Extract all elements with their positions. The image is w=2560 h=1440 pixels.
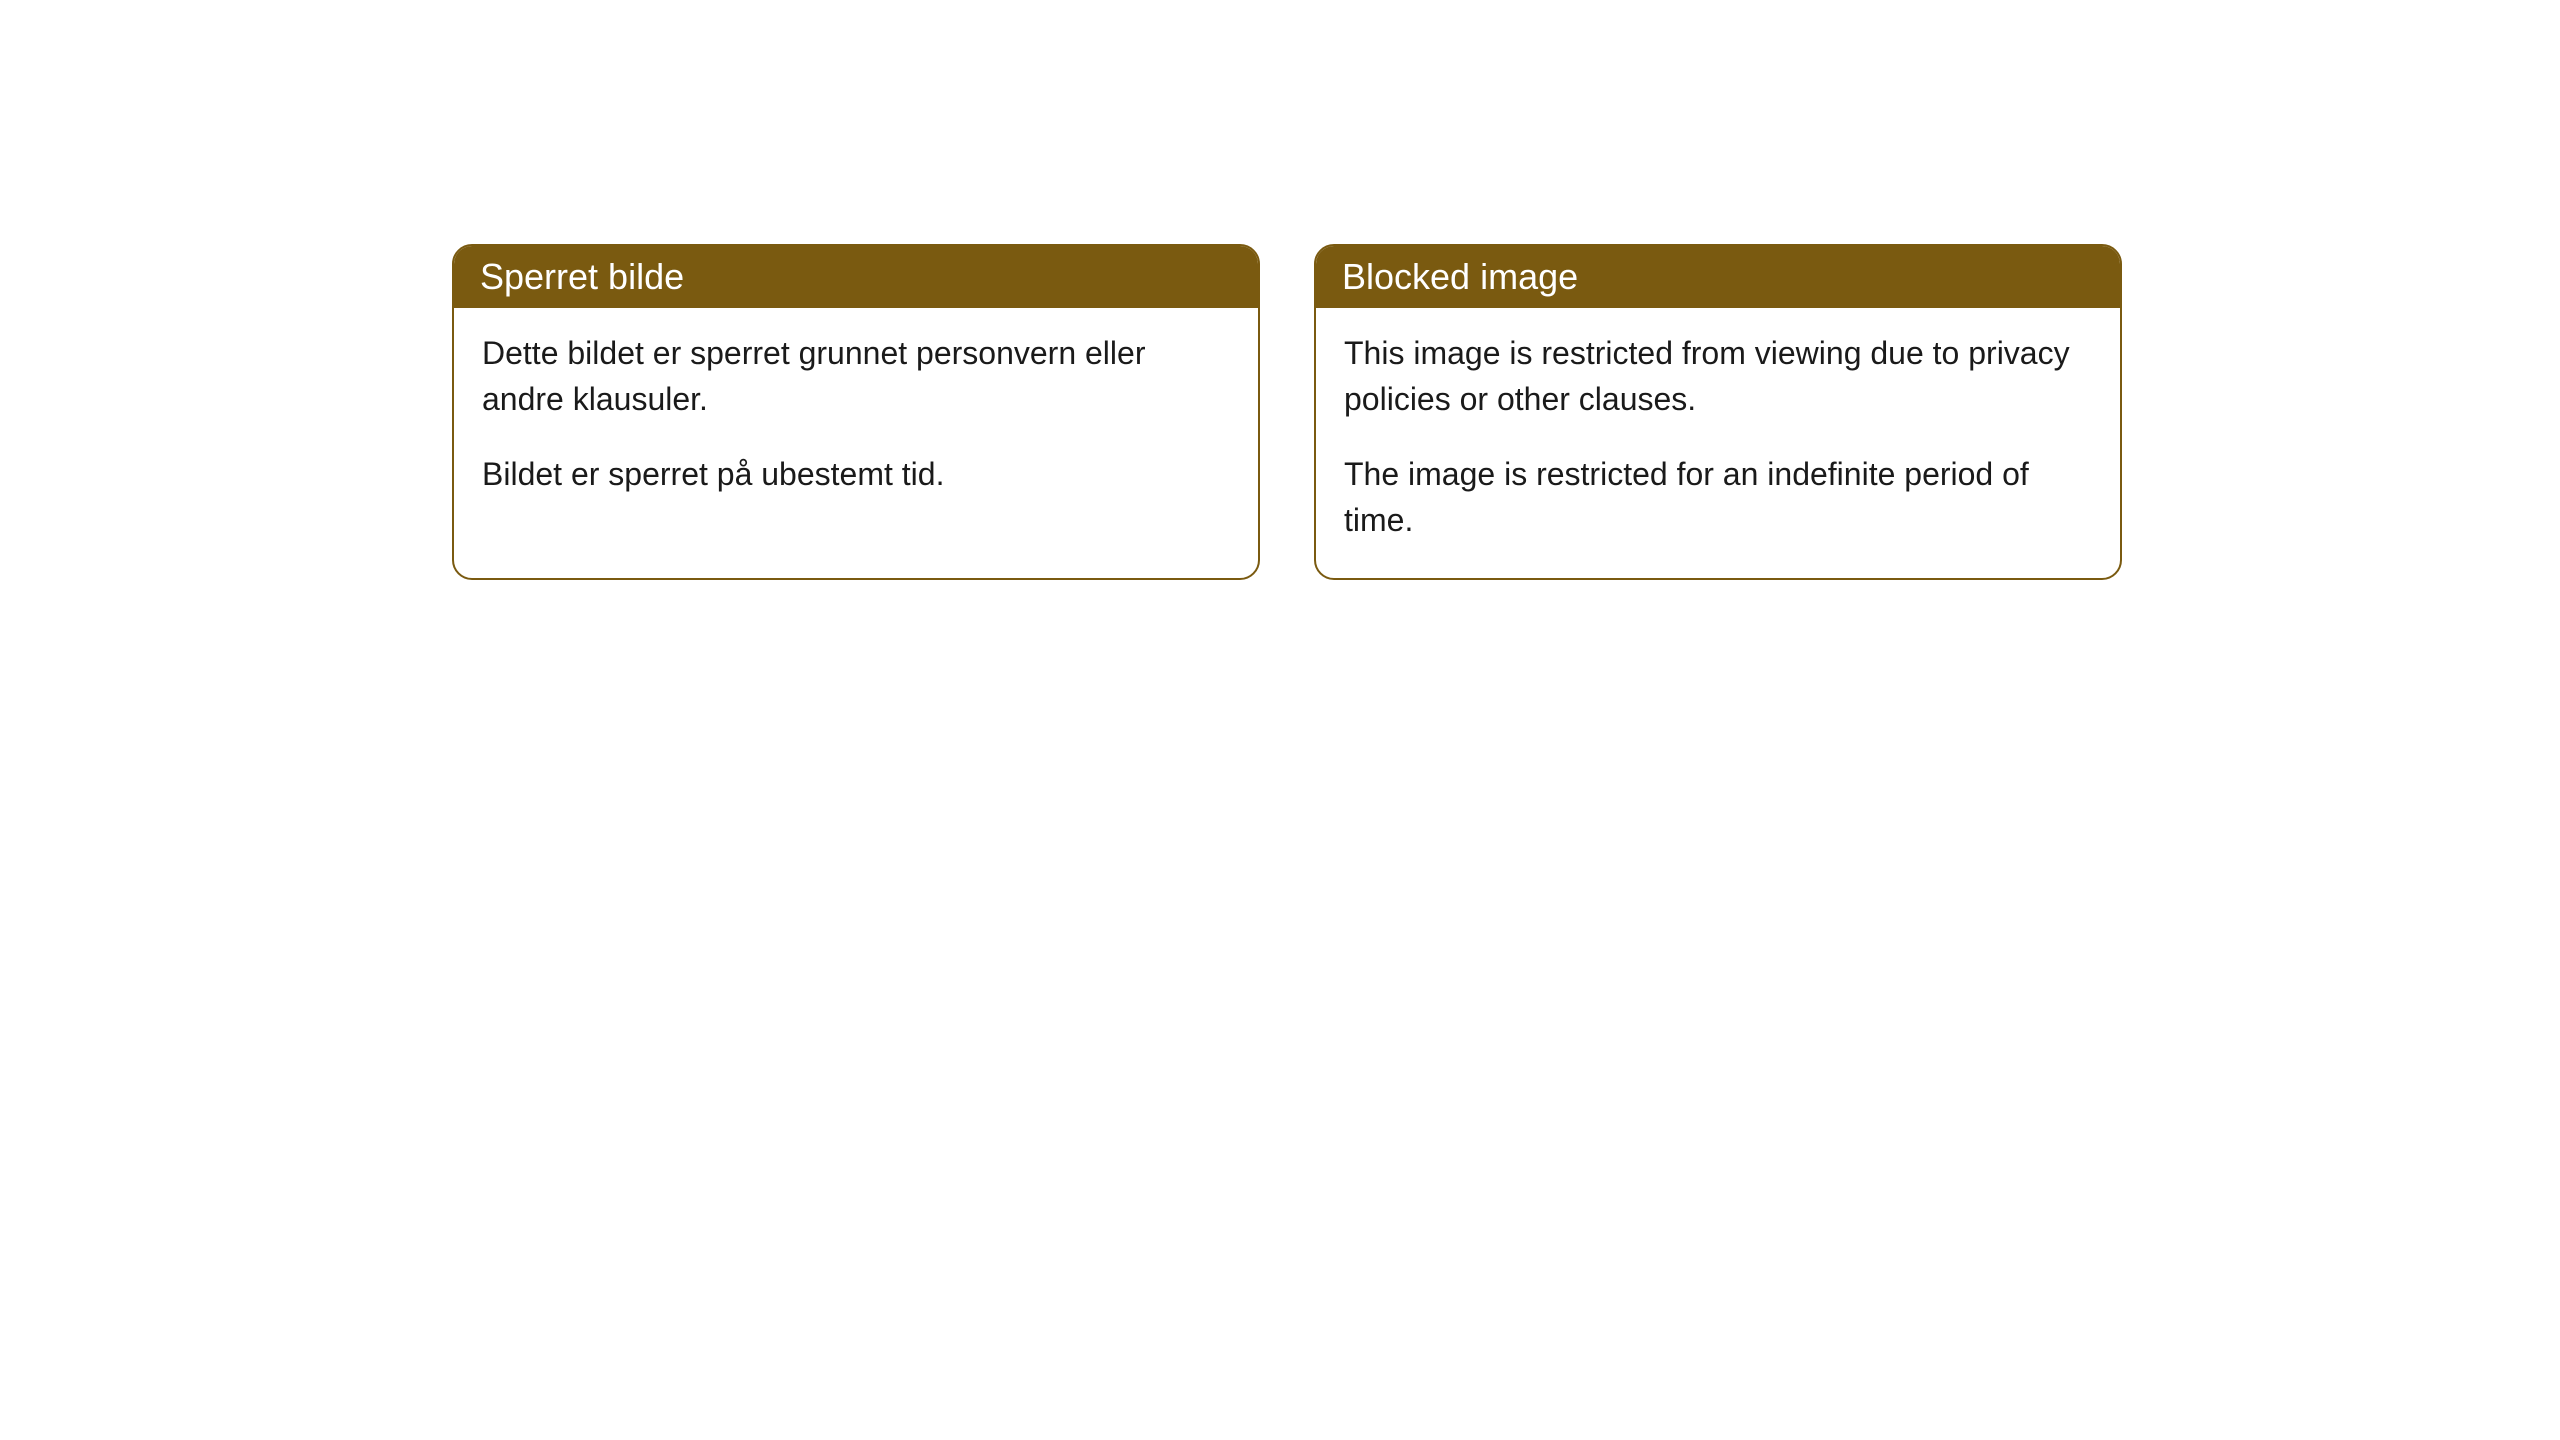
card-header-norwegian: Sperret bilde [454, 246, 1258, 308]
notice-text-norwegian-1: Dette bildet er sperret grunnet personve… [482, 330, 1230, 423]
notice-text-norwegian-2: Bildet er sperret på ubestemt tid. [482, 451, 1230, 497]
notice-text-english-1: This image is restricted from viewing du… [1344, 330, 2092, 423]
card-header-english: Blocked image [1316, 246, 2120, 308]
notice-text-english-2: The image is restricted for an indefinit… [1344, 451, 2092, 544]
card-body-norwegian: Dette bildet er sperret grunnet personve… [454, 308, 1258, 531]
notice-cards-container: Sperret bilde Dette bildet er sperret gr… [452, 244, 2122, 580]
blocked-image-card-english: Blocked image This image is restricted f… [1314, 244, 2122, 580]
card-body-english: This image is restricted from viewing du… [1316, 308, 2120, 578]
blocked-image-card-norwegian: Sperret bilde Dette bildet er sperret gr… [452, 244, 1260, 580]
